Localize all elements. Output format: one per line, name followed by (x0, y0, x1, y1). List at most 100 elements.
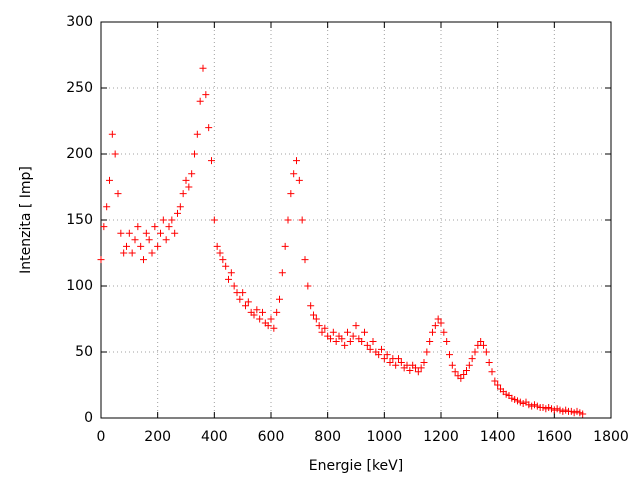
point (318, 328, 326, 336)
point (338, 335, 346, 343)
x-tick-label: 1600 (537, 429, 573, 445)
point (301, 256, 309, 264)
point (281, 242, 289, 250)
x-tick-label: 1400 (480, 429, 516, 445)
point (307, 302, 315, 310)
point (315, 322, 323, 330)
x-axis-label: Energie [keV] (309, 458, 403, 474)
point (298, 216, 306, 224)
point (174, 209, 181, 217)
point (310, 311, 317, 319)
point (179, 190, 187, 198)
point (290, 170, 298, 178)
point (378, 345, 385, 353)
point (250, 311, 258, 319)
point (434, 315, 442, 323)
y-tick-label: 150 (66, 212, 93, 228)
point (477, 337, 485, 345)
point (485, 359, 493, 367)
point (417, 364, 425, 372)
point (236, 295, 244, 303)
point (576, 409, 584, 417)
x-tick-label: 400 (201, 429, 228, 445)
point (327, 335, 334, 343)
point (344, 328, 351, 336)
point (375, 351, 383, 359)
point (137, 242, 145, 250)
point (219, 256, 227, 264)
point (276, 295, 283, 303)
point (440, 328, 448, 336)
point (482, 348, 490, 356)
point (508, 394, 516, 402)
point (259, 308, 266, 316)
point (208, 157, 215, 165)
point (457, 374, 465, 382)
x-tick-label: 0 (97, 429, 106, 445)
point (363, 341, 371, 349)
point (103, 203, 111, 211)
point (185, 183, 193, 191)
point (488, 368, 496, 376)
point (383, 351, 391, 359)
point (480, 341, 487, 349)
point (366, 345, 374, 353)
point (468, 355, 476, 363)
y-tick-label: 100 (66, 278, 93, 294)
point (205, 124, 213, 132)
x-tick-label: 600 (258, 429, 285, 445)
point (128, 249, 136, 257)
point (125, 229, 133, 237)
point (426, 337, 434, 345)
point (114, 190, 122, 198)
point (329, 328, 337, 336)
point (165, 223, 173, 231)
x-tick-label: 1200 (423, 429, 459, 445)
point (171, 229, 179, 237)
point (151, 223, 159, 231)
point (111, 150, 119, 158)
point (579, 410, 587, 418)
point (117, 229, 125, 237)
point (256, 315, 264, 323)
point (293, 157, 300, 165)
x-tick-label: 800 (314, 429, 341, 445)
point (406, 366, 414, 374)
point (491, 377, 499, 385)
point (429, 328, 436, 336)
point (222, 262, 230, 270)
y-tick-label: 200 (66, 146, 93, 162)
point (142, 229, 150, 237)
point (100, 223, 108, 231)
point (463, 366, 470, 374)
y-axis-label: Intenzita [ Imp] (18, 166, 34, 274)
point (106, 176, 113, 184)
y-tick-label: 50 (75, 344, 93, 360)
point (134, 223, 142, 231)
point (154, 242, 162, 250)
point (352, 322, 360, 330)
point (202, 91, 210, 99)
point (216, 249, 224, 257)
point (284, 216, 292, 224)
point (278, 269, 286, 277)
point (392, 361, 400, 369)
point (448, 361, 456, 369)
point (369, 337, 377, 345)
point (108, 130, 116, 138)
point (199, 64, 207, 72)
point (431, 322, 439, 330)
point (304, 282, 312, 290)
point (386, 359, 394, 367)
point (157, 229, 164, 237)
point (451, 368, 459, 376)
point (120, 249, 128, 257)
point (140, 256, 147, 264)
point (312, 315, 320, 323)
point (346, 337, 354, 345)
point (460, 370, 468, 378)
point (380, 355, 388, 363)
point (196, 97, 204, 105)
